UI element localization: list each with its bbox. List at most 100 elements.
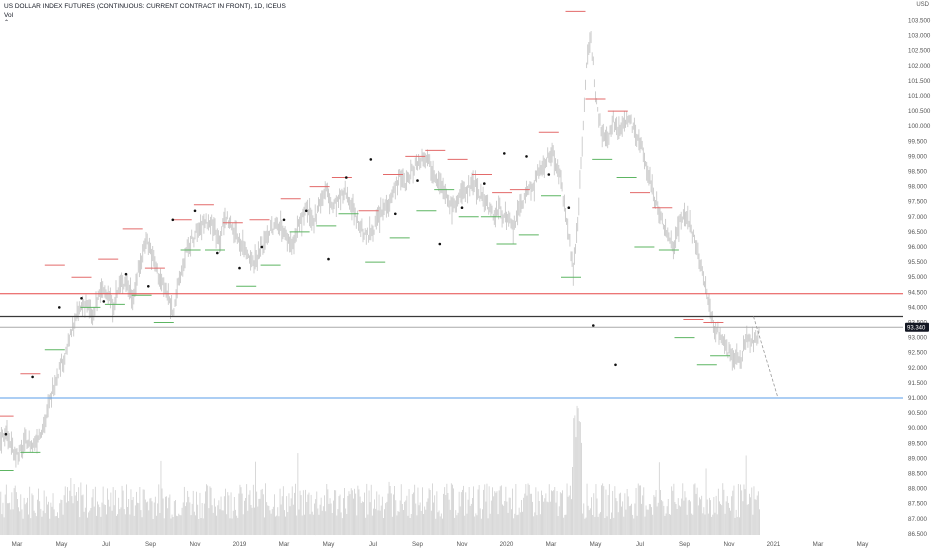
volume-bar [298,509,300,535]
volume-bar [70,478,72,535]
volume-bar [340,512,342,535]
volume-bar [360,503,362,535]
volume-bar [223,496,225,535]
volume-bar [468,487,470,535]
y-tick-label: 91.000 [908,395,927,402]
volume-bar [14,485,16,535]
volume-bar [170,518,172,535]
volume-bar [186,502,187,535]
volume-bar [469,505,471,535]
volume-bar [396,515,398,535]
volume-bar [73,484,75,535]
x-tick-label: Mar [813,541,824,548]
volume-bar [749,493,750,535]
volume-bar [137,502,138,535]
y-tick-label: 97.000 [908,214,927,221]
volume-bar [448,499,450,535]
volume-bar [299,490,301,535]
volume-bar [35,516,37,535]
collapse-chevron-icon[interactable]: ⌃ [4,20,10,26]
volume-bar [615,498,617,535]
volume-bar [199,492,201,535]
y-tick-label: 103.000 [908,33,931,40]
volume-bar [512,488,513,535]
volume-bar [753,486,755,535]
volume-bar [306,502,308,535]
volume-bar [160,460,162,535]
volume-bar [177,516,179,535]
volume-bar [371,515,373,535]
volume-bar [375,508,377,535]
volume-bar [683,500,685,535]
volume-bar [610,518,611,535]
currency-label: USD [916,2,929,8]
volume-bar [282,486,284,535]
volume-bar [64,486,66,535]
volume-bar [3,517,5,535]
y-tick-label: 92.500 [908,350,927,357]
y-tick-label: 91.500 [908,380,927,387]
volume-bar [740,484,741,535]
volume-bar [345,508,347,535]
volume-bar [134,505,136,535]
projection-line[interactable] [753,316,779,399]
volume-bar [195,515,196,535]
volume-bar [196,491,197,535]
volume-bar [231,518,233,535]
pivot-dot [438,242,442,246]
volume-bar [287,512,289,535]
volume-bar [377,510,379,535]
volume-bar [315,499,317,536]
volume-bar [7,503,8,535]
volume-bar [363,502,364,535]
volume-bar [163,518,165,535]
volume-bar [380,505,382,535]
volume-bar [150,497,152,535]
volume-bar [670,514,671,535]
volume-bar [168,497,170,535]
volume-bar [222,510,224,535]
volume-bar [266,502,268,535]
volume-bar [5,484,7,535]
volume-bar [447,493,449,535]
volume-bar [702,513,704,535]
time-axis[interactable]: Mar May Jul Sep Nov 2019 Mar May Jul Sep Nov 2020 Ma… [12,541,870,548]
volume-bar [165,496,166,535]
volume-bar [713,497,715,535]
volume-bar [568,495,570,535]
volume-bar [124,514,126,535]
volume-bar [83,511,85,535]
volume-bar [647,509,649,535]
volume-bar [320,497,322,535]
volume-bar [745,455,747,535]
volume-bar [393,494,394,535]
y-tick-label: 92.000 [908,365,927,372]
volume-bar [61,500,63,535]
volume-bar [460,492,462,535]
volume-bar [589,508,591,535]
x-tick-label: Mar [12,541,23,548]
volume-bar [559,492,561,535]
volume-bar [496,491,498,535]
y-tick-label: 102.000 [908,63,931,70]
volume-bar [348,491,350,535]
volume-bar [478,485,480,535]
volume-bar [23,497,25,535]
volume-bar [79,517,81,535]
volume-bar [517,514,519,535]
volume-bar [733,485,735,535]
volume-bar [497,514,499,535]
volume-bar [443,493,444,535]
x-tick-label: Jul [102,541,110,548]
volume-bar [697,505,699,535]
pivot-dot [327,257,330,261]
pivot-dot [369,158,373,161]
price-axis[interactable]: 103.500 103.000 102.500 102.000 101.500 101.0… [905,18,931,538]
volume-bar [366,483,368,535]
volume-bar [390,493,392,535]
volume-bar [206,484,207,535]
volume-bar [207,485,209,535]
volume-bar [277,507,279,535]
horizontal-lines[interactable] [0,293,903,399]
